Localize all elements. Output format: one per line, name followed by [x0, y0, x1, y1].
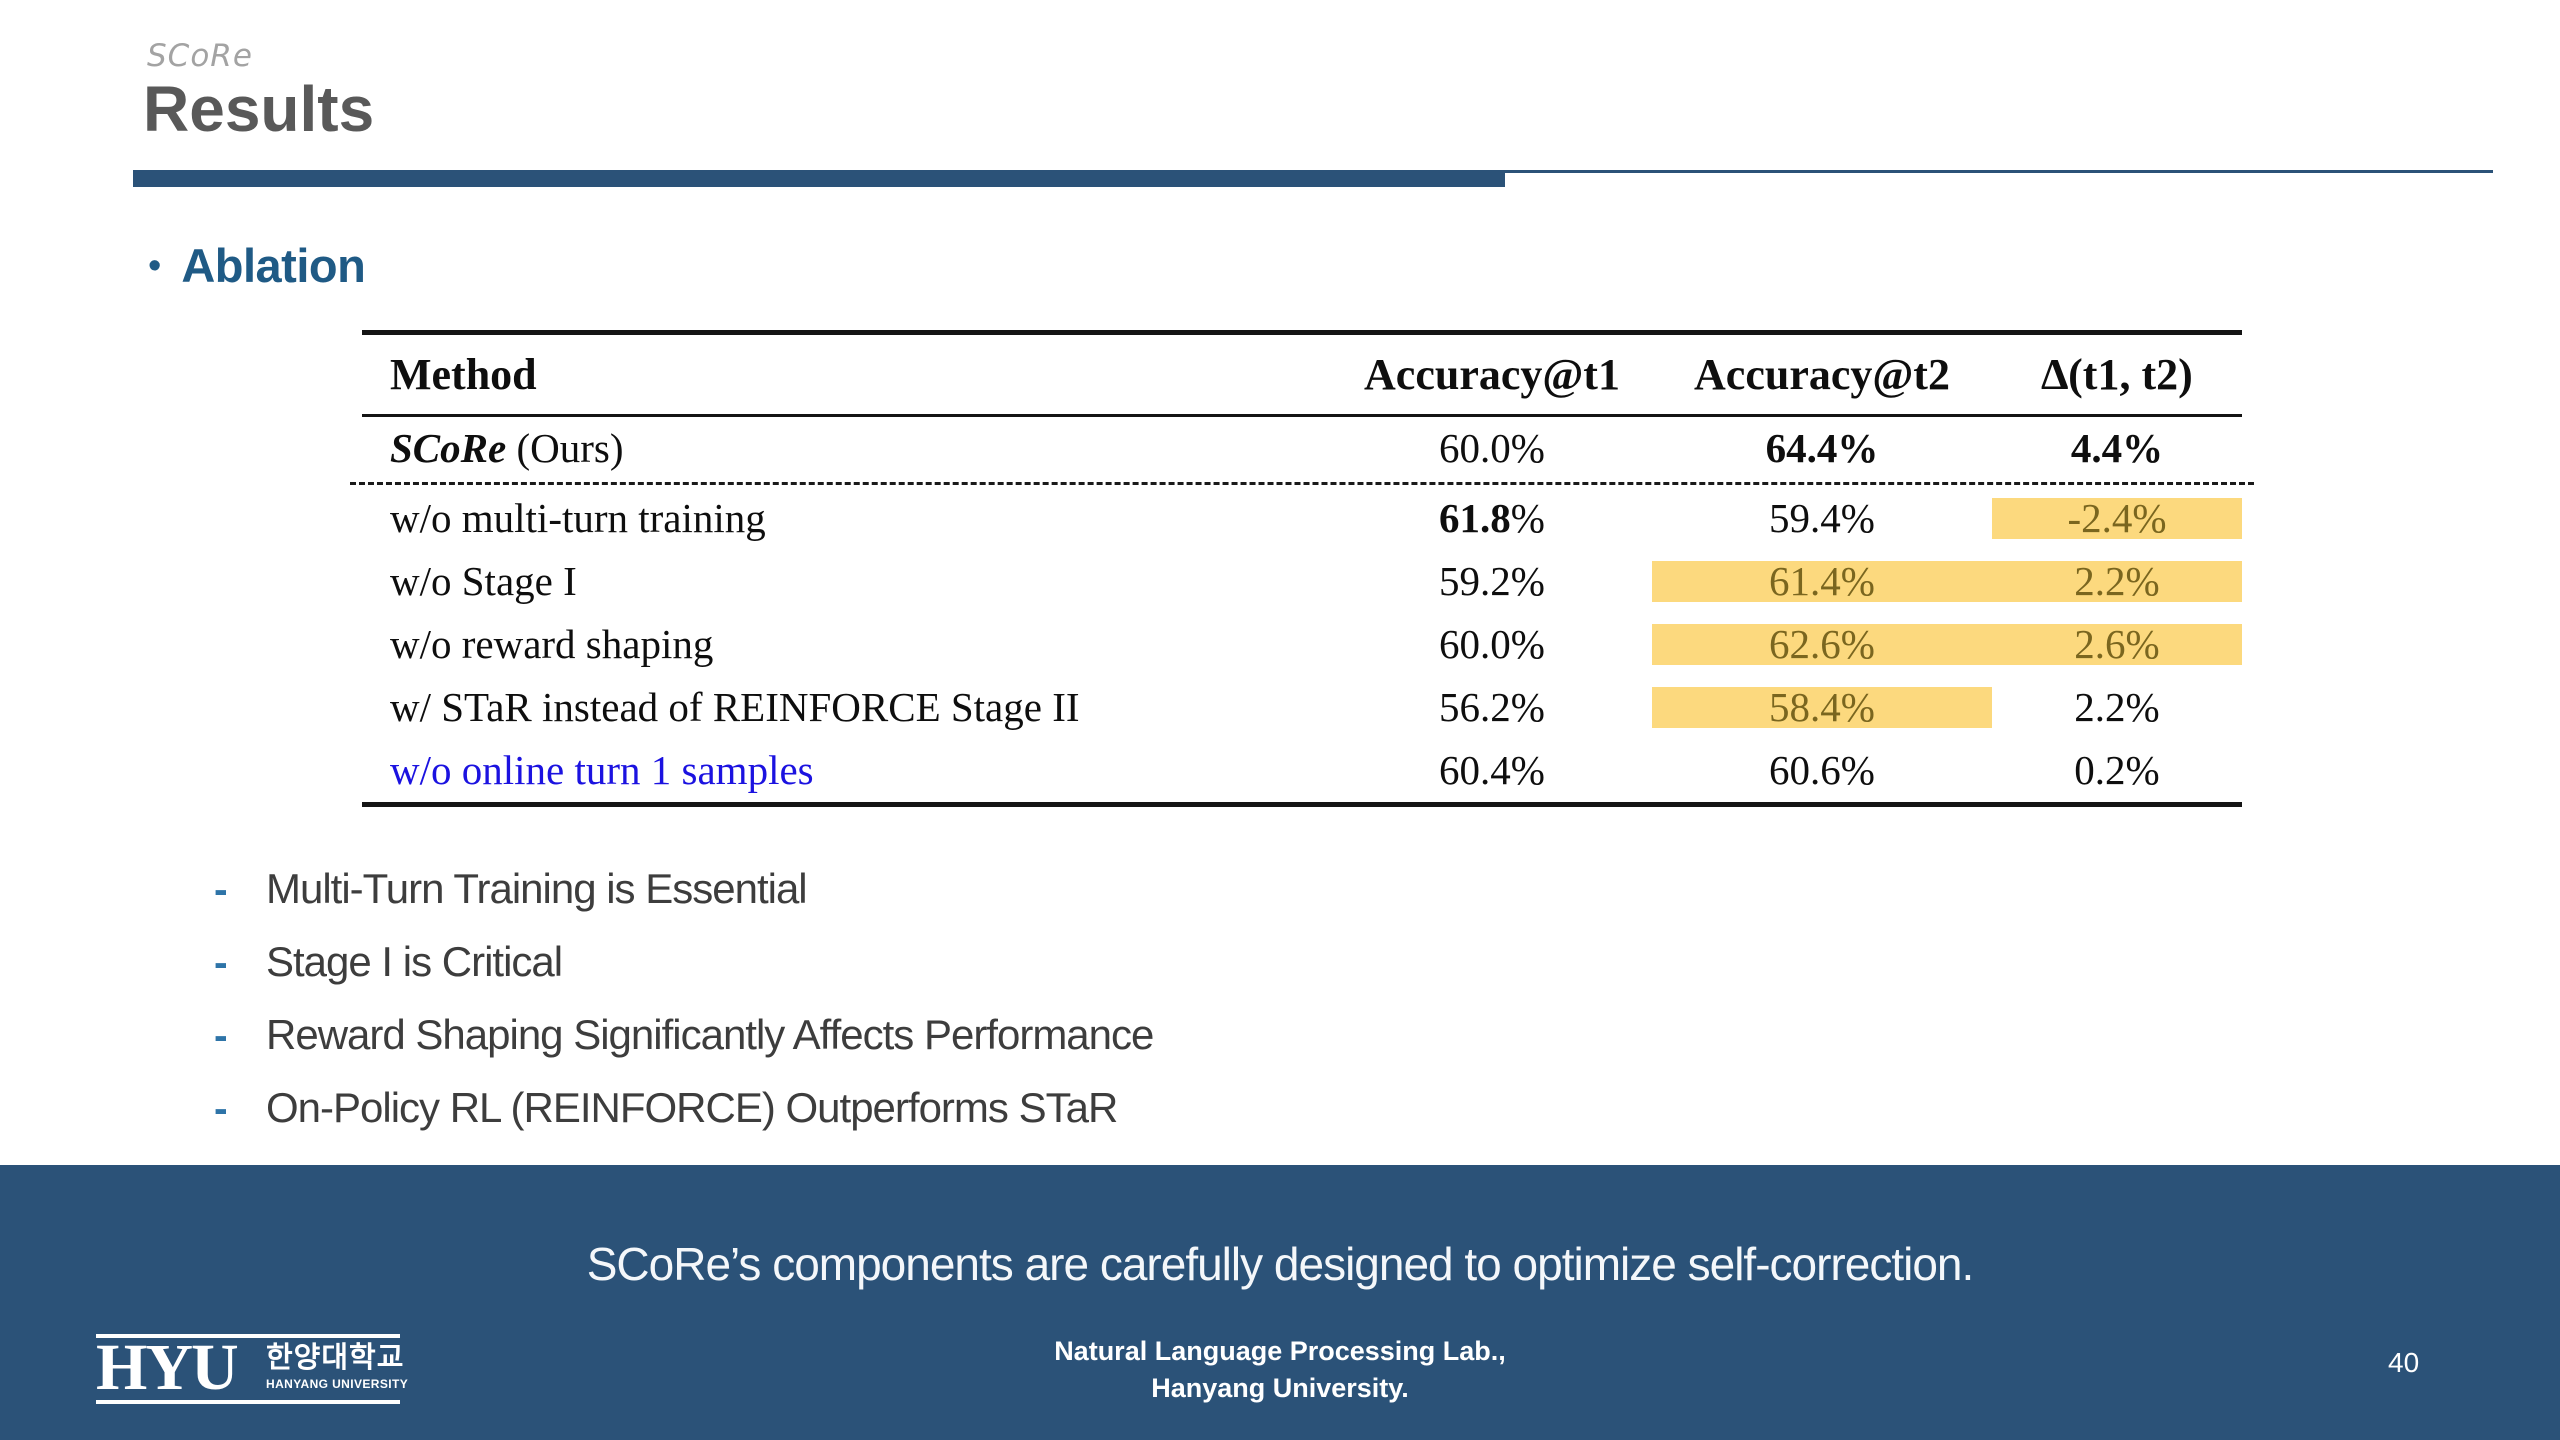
accuracy-t1-cell: 59.2% [1439, 558, 1545, 604]
t1-bold-part: 61.8 [1439, 495, 1511, 541]
list-item: - Stage I is Critical [214, 939, 1153, 986]
page-title: Results [143, 73, 375, 145]
logo-text-block: 한양대학교 HANYANG UNIVERSITY [266, 1342, 409, 1391]
dash-bullet-icon: - [214, 1085, 228, 1131]
finding-text: Stage I is Critical [266, 938, 563, 985]
method-name: SCoRe [390, 425, 507, 471]
method-suffix: (Ours) [506, 425, 624, 471]
finding-text: On-Policy RL (REINFORCE) Outperforms STa… [266, 1084, 1118, 1131]
dash-bullet-icon: - [214, 866, 228, 912]
col-header-accuracy-t1: Accuracy@t1 [1364, 350, 1620, 399]
col-header-method: Method [390, 350, 537, 399]
logo-hyu-letters: HYU [96, 1331, 239, 1404]
method-cell: w/o reward shaping [390, 621, 714, 667]
footer-lab-line2: Hanyang University. [1151, 1373, 1409, 1403]
banner-message: SCoRe’s components are carefully designe… [586, 1238, 1975, 1290]
title-underline-thick [133, 172, 1505, 187]
delta-cell: 0.2% [2074, 747, 2160, 793]
page-number: 40 [2388, 1347, 2420, 1378]
col-header-delta: ∆(t1, t2) [2041, 350, 2193, 399]
accuracy-t2-cell: 60.6% [1769, 747, 1875, 793]
ablation-table: Method Accuracy@t1 Accuracy@t2 ∆(t1, t2)… [350, 330, 2254, 807]
findings-list: - Multi-Turn Training is Essential - Sta… [214, 866, 1154, 1132]
table-row-score: SCoRe (Ours) 60.0% 64.4% 4.4% [362, 417, 2242, 480]
accuracy-t1-cell: 56.2% [1439, 684, 1545, 730]
method-cell-blue: w/o online turn 1 samples [390, 747, 814, 793]
accuracy-t2-cell-highlighted: 61.4% [1652, 556, 1992, 607]
logo-english-name: HANYANG UNIVERSITY [266, 1377, 409, 1391]
accuracy-t2-cell-highlighted: 58.4% [1652, 682, 1992, 733]
table-row-wo-online-turn1: w/o online turn 1 samples 60.4% 60.6% 0.… [362, 739, 2242, 802]
delta-cell: 2.2% [2074, 684, 2160, 730]
footer-lab-line1: Natural Language Processing Lab., [1054, 1336, 1506, 1366]
col-header-accuracy-t2: Accuracy@t2 [1694, 350, 1950, 399]
accuracy-t2-cell: 59.4% [1769, 495, 1875, 541]
brand-label: SCoRe [147, 38, 253, 74]
table-row-wo-multiturn: w/o multi-turn training 61.8% 59.4% -2.4… [362, 487, 2242, 550]
delta-cell-highlighted: -2.4% [1992, 493, 2242, 544]
accuracy-t2-cell: 64.4% [1765, 425, 1879, 471]
logo-korean-name: 한양대학교 [266, 1342, 405, 1374]
table-header-row: Method Accuracy@t1 Accuracy@t2 ∆(t1, t2) [362, 335, 2242, 417]
delta-cell-highlighted: 2.6% [1992, 619, 2242, 670]
accuracy-t1-cell: 60.4% [1439, 747, 1545, 793]
accuracy-t1-cell: 61.8% [1332, 493, 1652, 544]
accuracy-t1-cell: 60.0% [1439, 425, 1545, 471]
list-item: - Multi-Turn Training is Essential [214, 866, 1153, 913]
delta-cell: 4.4% [2070, 425, 2164, 471]
bottom-banner: SCoRe’s components are carefully designe… [0, 1165, 2560, 1440]
accuracy-t1-cell: 60.0% [1439, 621, 1545, 667]
hyu-university-logo: HYU 한양대학교 HANYANG UNIVERSITY [96, 1331, 409, 1404]
table-row-wo-reward-shaping: w/o reward shaping 60.0% 62.6% 2.6% [362, 613, 2242, 676]
footer-lab-credit: Natural Language Processing Lab., Hanyan… [0, 1333, 2560, 1407]
method-cell: w/o multi-turn training [390, 495, 766, 541]
finding-text: Multi-Turn Training is Essential [266, 865, 808, 912]
section-title: Ablation [181, 239, 366, 292]
section-heading: • Ablation [148, 238, 366, 293]
delta-cell-highlighted: 2.2% [1992, 556, 2242, 607]
t1-rest-part: % [1510, 495, 1545, 541]
list-item: - Reward Shaping Significantly Affects P… [214, 1011, 1154, 1059]
accuracy-t2-cell-highlighted: 62.6% [1652, 619, 1992, 670]
list-item: - On-Policy RL (REINFORCE) Outperforms S… [214, 1085, 1153, 1132]
method-cell: SCoRe (Ours) [362, 423, 1332, 474]
dash-bullet-icon: - [214, 1012, 228, 1058]
method-cell: w/ STaR instead of REINFORCE Stage II [390, 684, 1080, 730]
title-underline-thin [133, 170, 2493, 173]
dashed-separator [350, 482, 2254, 485]
bullet-icon: • [148, 244, 162, 287]
logo-bottom-line [96, 1400, 400, 1404]
logo-top-line [96, 1334, 400, 1338]
finding-text: Reward Shaping Significantly Affects Per… [266, 1011, 1154, 1058]
method-cell: w/o Stage I [390, 558, 577, 604]
table-row-wo-stage1: w/o Stage I 59.2% 61.4% 2.2% [362, 550, 2242, 613]
dash-bullet-icon: - [214, 939, 228, 985]
table-row-star-instead-reinforce: w/ STaR instead of REINFORCE Stage II 56… [362, 676, 2242, 739]
